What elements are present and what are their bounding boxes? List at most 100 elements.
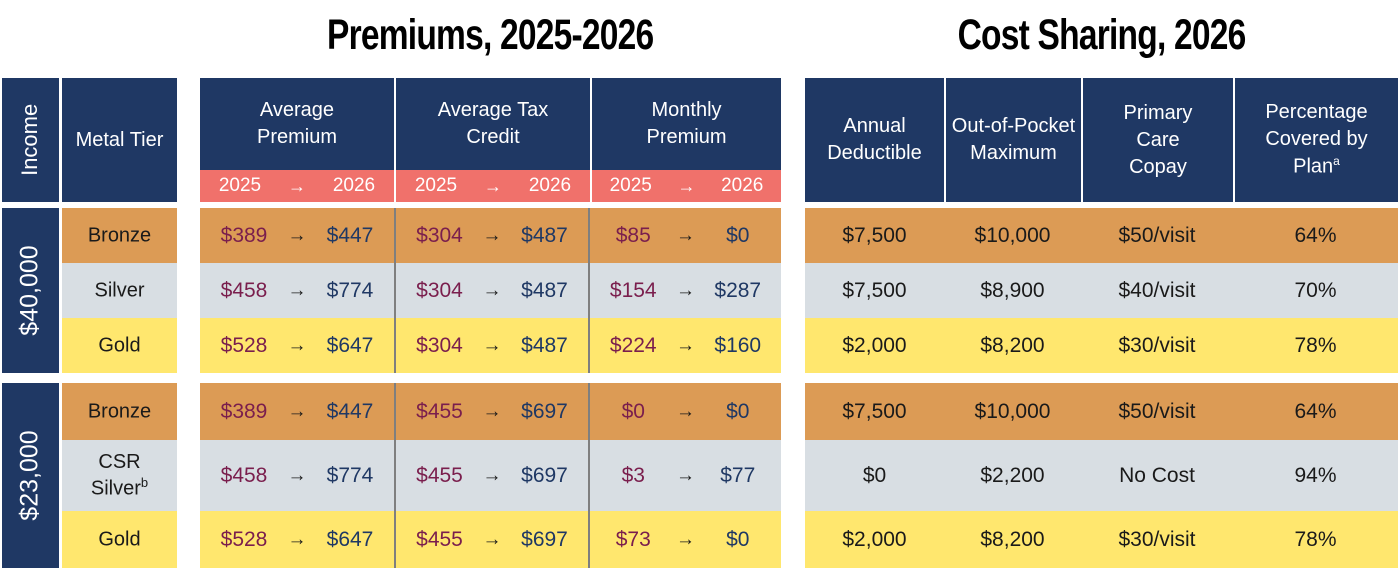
oop-max-cell: $8,900 xyxy=(980,278,1045,302)
deductible-cell: $2,000 xyxy=(842,333,907,357)
arrow-icon: → xyxy=(482,224,502,246)
copay-cell: $40/visit xyxy=(1118,278,1196,302)
income-group-40000: $40,000 xyxy=(2,208,59,373)
avg-tax-credit-header: Average Tax Credit xyxy=(396,78,590,170)
arrow-icon: → xyxy=(287,400,307,422)
arrow-icon: → xyxy=(677,175,696,196)
table-row: Bronze $389 → $447 $304 → $487 $85 → $0 $7,500… xyxy=(0,208,1400,263)
arrow-icon: → xyxy=(482,279,502,301)
table-row: Gold $528 → $647 $455 → $697 $73 → $0 $2,000 $… xyxy=(0,511,1400,568)
avg-premium-cell: $389 → $447 xyxy=(220,223,374,247)
premiums-cells: $389 → $447 $304 → $487 $85 → $0 xyxy=(200,208,781,263)
premiums-cells: $528 → $647 $304 → $487 $224 → $160 xyxy=(200,318,781,373)
avg-premium-header: Average Premium xyxy=(200,78,394,170)
pct-covered-cell: 94% xyxy=(1294,463,1337,487)
copay-cell: $50/visit xyxy=(1118,223,1196,247)
metal-tier-cell: Bronze xyxy=(62,383,177,440)
tax-credit-cell: $304 → $487 xyxy=(394,208,588,263)
copay-cell: $50/visit xyxy=(1118,399,1196,423)
table-row: Gold $528 → $647 $304 → $487 $224 → $160 $2,00… xyxy=(0,318,1400,373)
premiums-cells: $458 → $774 $455 → $697 $3 → $77 xyxy=(200,440,781,511)
pct-covered-cell: 64% xyxy=(1294,399,1337,423)
metal-tier-cell: Bronze xyxy=(62,208,177,263)
copay-cell: $30/visit xyxy=(1118,333,1196,357)
tax-credit-cell: $455 → $697 xyxy=(394,440,588,511)
avg-premium-years-band: 2025 → 2026 xyxy=(200,170,394,202)
cost-sharing-cells: $7,500 $10,000 $50/visit 64% xyxy=(805,208,1398,263)
avg-tax-credit-years-band: 2025 → 2026 xyxy=(396,170,590,202)
oop-maximum-header: Out-of-Pocket Maximum xyxy=(946,78,1081,202)
deductible-cell: $7,500 xyxy=(842,223,907,247)
arrow-icon: → xyxy=(482,528,502,550)
pct-covered-header: Percentage Covered by Plana xyxy=(1235,78,1398,202)
income-column-header: Income xyxy=(2,78,59,202)
monthly-premium-cell: $224 → $160 xyxy=(588,318,781,373)
premiums-title: Premiums, 2025-2026 xyxy=(327,10,654,59)
pct-covered-cell: 64% xyxy=(1294,223,1337,247)
arrow-icon: → xyxy=(482,464,502,486)
arrow-icon: → xyxy=(484,175,502,196)
deductible-cell: $7,500 xyxy=(842,278,907,302)
avg-premium-cell: $389 → $447 xyxy=(220,399,374,423)
footnote-b-marker: b xyxy=(140,474,149,490)
arrow-icon: → xyxy=(676,528,695,550)
monthly-premium-years-band: 2025 → 2026 xyxy=(592,170,781,202)
metal-tier-cell: Gold xyxy=(62,511,177,568)
copay-cell: No Cost xyxy=(1119,463,1195,487)
metal-tier-cell: Silver xyxy=(62,263,177,318)
footnote-a-marker: a xyxy=(1333,154,1340,169)
deductible-cell: $0 xyxy=(862,463,887,487)
avg-premium-cell: $528 → $647 xyxy=(220,527,374,551)
arrow-icon: → xyxy=(676,400,695,422)
deductible-cell: $2,000 xyxy=(842,527,907,551)
monthly-premium-cell: $3 → $77 xyxy=(588,440,781,511)
monthly-premium-cell: $85 → $0 xyxy=(588,208,781,263)
copay-cell: $30/visit xyxy=(1118,527,1196,551)
arrow-icon: → xyxy=(287,279,307,301)
arrow-icon: → xyxy=(676,334,695,356)
arrow-icon: → xyxy=(287,464,307,486)
table-row: Silver $458 → $774 $304 → $487 $154 → $287 $7,… xyxy=(0,263,1400,318)
tax-credit-cell: $455 → $697 xyxy=(394,511,588,568)
arrow-icon: → xyxy=(482,400,502,422)
cost-sharing-cells: $7,500 $8,900 $40/visit 70% xyxy=(805,263,1398,318)
monthly-premium-cell: $0 → $0 xyxy=(588,383,781,440)
avg-premium-cell: $528 → $647 xyxy=(220,333,374,357)
oop-max-cell: $8,200 xyxy=(980,527,1045,551)
arrow-icon: → xyxy=(287,224,307,246)
primary-care-copay-header: Primary Care Copay xyxy=(1083,78,1233,202)
tax-credit-cell: $455 → $697 xyxy=(394,383,588,440)
arrow-icon: → xyxy=(676,464,695,486)
cost-sharing-cells: $7,500 $10,000 $50/visit 64% xyxy=(805,383,1398,440)
pct-covered-cell: 78% xyxy=(1294,333,1337,357)
table-row: Bronze $389 → $447 $455 → $697 $0 → $0 $7,500 … xyxy=(0,383,1400,440)
cost-sharing-cells: $2,000 $8,200 $30/visit 78% xyxy=(805,318,1398,373)
cost-sharing-cells: $0 $2,200 No Cost 94% xyxy=(805,440,1398,511)
cost-sharing-title: Cost Sharing, 2026 xyxy=(957,10,1247,59)
monthly-premium-header: Monthly Premium xyxy=(592,78,781,170)
metal-tier-cell: Gold xyxy=(62,318,177,373)
income-group-23000: $23,000 xyxy=(2,383,59,568)
monthly-premium-cell: $73 → $0 xyxy=(588,511,781,568)
monthly-premium-cell: $154 → $287 xyxy=(588,263,781,318)
deductible-cell: $7,500 xyxy=(842,399,907,423)
oop-max-cell: $2,200 xyxy=(980,463,1045,487)
arrow-icon: → xyxy=(676,224,695,246)
oop-max-cell: $10,000 xyxy=(974,399,1051,423)
oop-max-cell: $10,000 xyxy=(974,223,1051,247)
table-row: CSR Silverb $458 → $774 $455 → $697 $3 → $77 $… xyxy=(0,440,1400,511)
avg-premium-cell: $458 → $774 xyxy=(220,278,374,302)
avg-premium-cell: $458 → $774 xyxy=(220,463,374,487)
premiums-cells: $458 → $774 $304 → $487 $154 → $287 xyxy=(200,263,781,318)
pct-covered-cell: 70% xyxy=(1294,278,1337,302)
arrow-icon: → xyxy=(288,175,306,196)
pct-covered-cell: 78% xyxy=(1294,527,1337,551)
metal-tier-column-header: Metal Tier xyxy=(62,78,177,202)
arrow-icon: → xyxy=(676,279,695,301)
premiums-cells: $528 → $647 $455 → $697 $73 → $0 xyxy=(200,511,781,568)
tax-credit-cell: $304 → $487 xyxy=(394,263,588,318)
arrow-icon: → xyxy=(287,528,307,550)
premiums-cells: $389 → $447 $455 → $697 $0 → $0 xyxy=(200,383,781,440)
metal-tier-cell: CSR Silverb xyxy=(62,440,177,511)
